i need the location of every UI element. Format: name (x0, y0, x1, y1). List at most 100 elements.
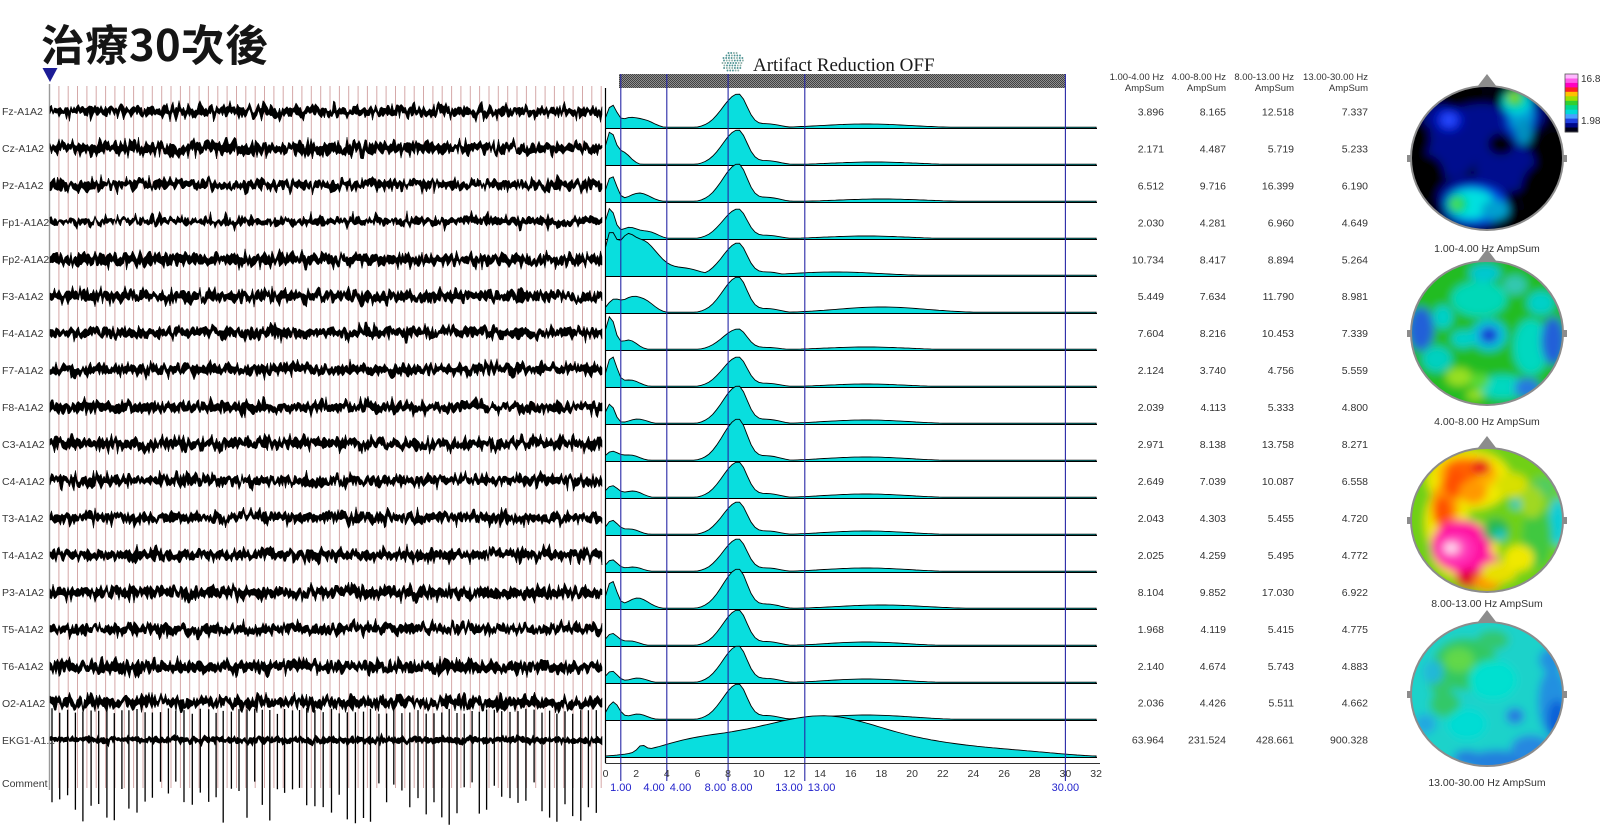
svg-text:22: 22 (937, 768, 949, 780)
svg-text:8.417: 8.417 (1200, 254, 1226, 266)
svg-text:8.00-13.00 Hz: 8.00-13.00 Hz (1234, 72, 1294, 83)
svg-text:13.00: 13.00 (775, 782, 803, 794)
svg-text:4.303: 4.303 (1200, 513, 1226, 525)
svg-text:2.171: 2.171 (1138, 143, 1164, 155)
svg-text:4.674: 4.674 (1200, 661, 1226, 673)
svg-text:4.426: 4.426 (1200, 698, 1226, 710)
svg-text:5.495: 5.495 (1268, 550, 1294, 562)
svg-text:4.756: 4.756 (1268, 365, 1294, 377)
svg-text:0: 0 (603, 768, 609, 780)
svg-text:428.661: 428.661 (1256, 735, 1294, 747)
svg-text:4.259: 4.259 (1200, 550, 1226, 562)
svg-text:Fz-A1A2: Fz-A1A2 (2, 106, 43, 118)
svg-text:5.233: 5.233 (1342, 143, 1368, 155)
svg-text:13.758: 13.758 (1262, 439, 1294, 451)
svg-text:5.449: 5.449 (1138, 291, 1164, 303)
svg-text:6.960: 6.960 (1268, 217, 1294, 229)
svg-text:F7-A1A2: F7-A1A2 (2, 365, 44, 377)
svg-text:EKG1-A1...: EKG1-A1... (2, 735, 55, 747)
svg-text:Fp1-A1A2: Fp1-A1A2 (2, 217, 49, 229)
svg-text:2: 2 (633, 768, 639, 780)
svg-text:7.337: 7.337 (1342, 107, 1368, 119)
svg-text:2.971: 2.971 (1138, 439, 1164, 451)
svg-text:30: 30 (1060, 768, 1072, 780)
svg-text:63.964: 63.964 (1132, 735, 1164, 747)
svg-text:16: 16 (845, 768, 857, 780)
svg-text:F4-A1A2: F4-A1A2 (2, 328, 44, 340)
svg-text:2.036: 2.036 (1138, 698, 1164, 710)
svg-text:2.124: 2.124 (1138, 365, 1164, 377)
svg-text:4: 4 (664, 768, 670, 780)
svg-text:4.883: 4.883 (1342, 661, 1368, 673)
svg-text:28: 28 (1029, 768, 1041, 780)
svg-text:24: 24 (968, 768, 980, 780)
svg-text:7.339: 7.339 (1342, 328, 1368, 340)
svg-text:F3-A1A2: F3-A1A2 (2, 291, 44, 303)
svg-text:10.734: 10.734 (1132, 254, 1164, 266)
svg-text:T5-A1A2: T5-A1A2 (2, 624, 44, 636)
svg-text:7.039: 7.039 (1200, 476, 1226, 488)
svg-text:4.800: 4.800 (1342, 402, 1368, 414)
svg-text:7.604: 7.604 (1138, 328, 1164, 340)
svg-text:8.165: 8.165 (1200, 107, 1226, 119)
svg-text:4.00-8.00 Hz AmpSum: 4.00-8.00 Hz AmpSum (1434, 416, 1540, 428)
svg-text:6.190: 6.190 (1342, 180, 1368, 192)
svg-text:1.00: 1.00 (610, 782, 631, 794)
svg-text:13.00-30.00 Hz AmpSum: 13.00-30.00 Hz AmpSum (1428, 777, 1546, 789)
svg-text:T3-A1A2: T3-A1A2 (2, 513, 44, 525)
svg-text:Fp2-A1A2: Fp2-A1A2 (2, 254, 49, 266)
svg-text:O2-A1A2: O2-A1A2 (2, 698, 45, 710)
svg-text:26: 26 (998, 768, 1010, 780)
svg-text:8.00-13.00 Hz AmpSum: 8.00-13.00 Hz AmpSum (1431, 598, 1543, 610)
svg-text:5.511: 5.511 (1269, 698, 1295, 710)
svg-text:4.113: 4.113 (1201, 402, 1227, 414)
svg-text:8.894: 8.894 (1268, 254, 1294, 266)
svg-text:4.00: 4.00 (643, 782, 664, 794)
svg-text:4.487: 4.487 (1200, 143, 1226, 155)
svg-text:16.399: 16.399 (1262, 180, 1294, 192)
svg-text:2.649: 2.649 (1138, 476, 1164, 488)
svg-text:5.415: 5.415 (1268, 624, 1294, 636)
svg-text:5.719: 5.719 (1268, 143, 1294, 155)
svg-text:16.8: 16.8 (1581, 74, 1600, 85)
svg-text:8.271: 8.271 (1342, 439, 1368, 451)
svg-text:4.649: 4.649 (1342, 217, 1368, 229)
svg-text:5.559: 5.559 (1342, 365, 1368, 377)
svg-text:F8-A1A2: F8-A1A2 (2, 402, 44, 414)
svg-text:10.453: 10.453 (1262, 328, 1294, 340)
svg-text:Cz-A1A2: Cz-A1A2 (2, 143, 44, 155)
svg-text:5.455: 5.455 (1268, 513, 1294, 525)
svg-text:4.00-8.00 Hz: 4.00-8.00 Hz (1172, 72, 1227, 83)
svg-text:7.634: 7.634 (1200, 291, 1226, 303)
svg-text:1.00-4.00 Hz: 1.00-4.00 Hz (1110, 72, 1165, 83)
svg-text:T6-A1A2: T6-A1A2 (2, 661, 44, 673)
svg-text:10: 10 (753, 768, 765, 780)
svg-text:2.030: 2.030 (1138, 217, 1164, 229)
svg-text:6.922: 6.922 (1342, 587, 1368, 599)
svg-text:32: 32 (1090, 768, 1102, 780)
svg-text:P3-A1A2: P3-A1A2 (2, 587, 44, 599)
svg-text:6.512: 6.512 (1138, 180, 1164, 192)
svg-text:13.00-30.00 Hz: 13.00-30.00 Hz (1303, 72, 1368, 83)
svg-text:5.333: 5.333 (1268, 402, 1294, 414)
svg-text:3.896: 3.896 (1138, 107, 1164, 119)
svg-text:4.772: 4.772 (1342, 550, 1368, 562)
svg-text:17.030: 17.030 (1262, 587, 1294, 599)
svg-text:1.968: 1.968 (1138, 624, 1164, 636)
svg-text:4.119: 4.119 (1201, 624, 1227, 636)
svg-text:1.00-4.00 Hz AmpSum: 1.00-4.00 Hz AmpSum (1434, 243, 1540, 255)
svg-text:14: 14 (814, 768, 826, 780)
svg-text:10.087: 10.087 (1262, 476, 1294, 488)
svg-text:8: 8 (725, 768, 731, 780)
svg-text:2.039: 2.039 (1138, 402, 1164, 414)
svg-text:Pz-A1A2: Pz-A1A2 (2, 180, 44, 192)
svg-text:T4-A1A2: T4-A1A2 (2, 550, 44, 562)
svg-text:4.720: 4.720 (1342, 513, 1368, 525)
svg-text:C3-A1A2: C3-A1A2 (2, 439, 45, 451)
svg-text:231.524: 231.524 (1188, 735, 1226, 747)
svg-text:6: 6 (695, 768, 701, 780)
svg-text:30.00: 30.00 (1052, 782, 1080, 794)
svg-text:Comment: Comment (2, 778, 48, 790)
svg-text:8.00: 8.00 (731, 782, 752, 794)
svg-text:2.025: 2.025 (1138, 550, 1164, 562)
